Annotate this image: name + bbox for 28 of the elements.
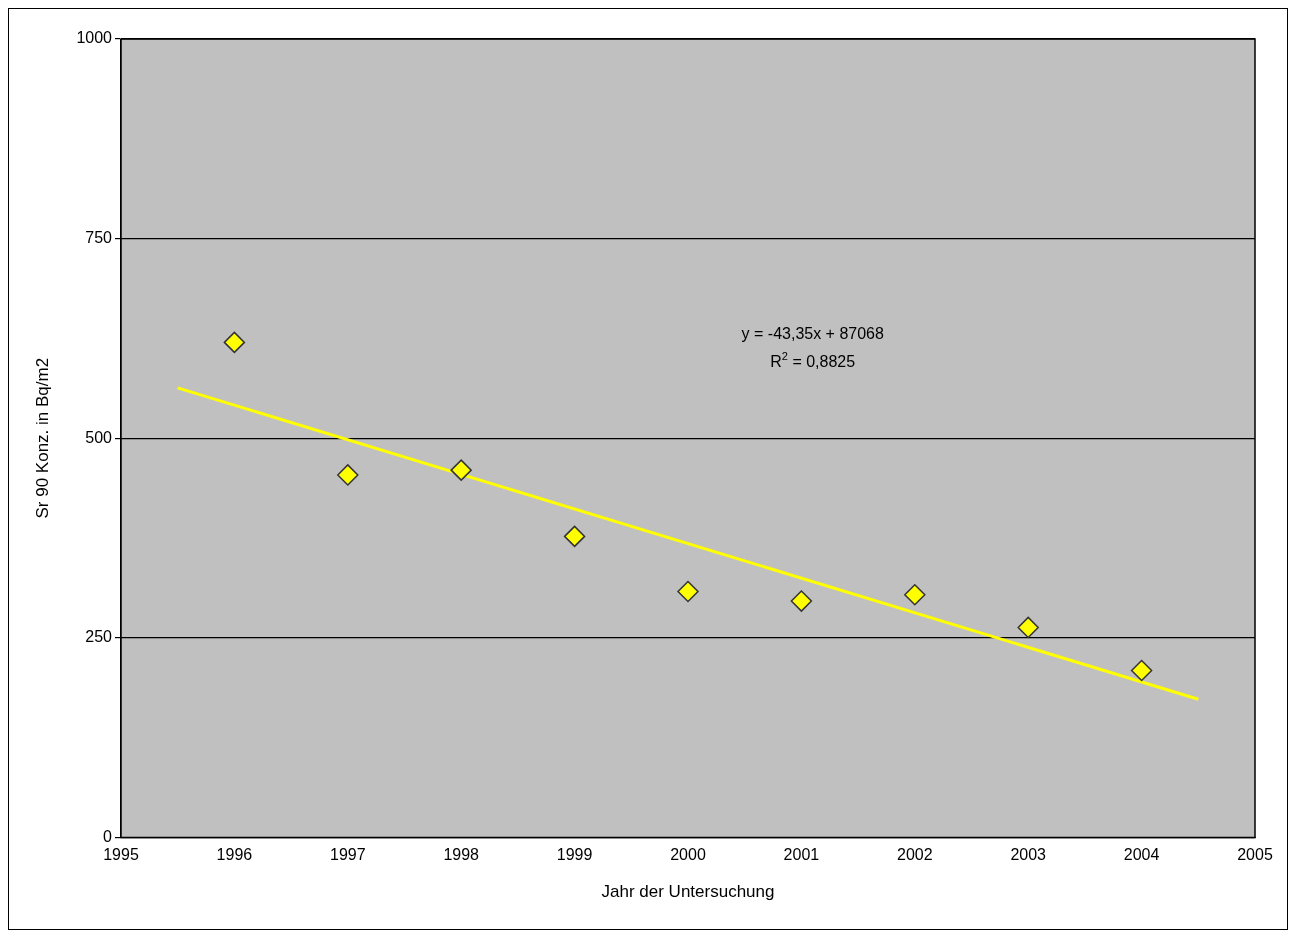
x-tick-label: 2000 — [670, 846, 706, 864]
x-tick-label: 1998 — [443, 846, 480, 864]
x-tick-label: 1996 — [216, 846, 253, 864]
y-tick-label: 500 — [85, 428, 113, 446]
point — [1130, 659, 1153, 682]
point — [563, 525, 586, 548]
point — [1017, 616, 1039, 639]
y-tick-label: 250 — [85, 628, 113, 646]
point — [904, 583, 926, 606]
point — [450, 459, 472, 481]
y-tick-label: 750 — [85, 229, 113, 247]
x-tick-label: 2005 — [1237, 846, 1273, 864]
x-axis-title: Jahr der Untersuchung — [601, 882, 775, 902]
point — [790, 590, 813, 612]
point — [223, 331, 246, 354]
x-tick-label: 1995 — [103, 846, 139, 864]
x-tick-label: 2003 — [1010, 846, 1047, 864]
x-tick-label: 1999 — [556, 846, 593, 864]
point — [337, 464, 359, 486]
x-tick-label: 2001 — [783, 846, 820, 864]
point — [677, 580, 699, 603]
y-tick-label: 1000 — [76, 29, 113, 47]
y-tick-label: 0 — [103, 827, 113, 845]
y-axis-title: Sr 90 Konz. in Bq/m2 — [32, 357, 52, 519]
annotation: y = -43,35x + 87068 — [741, 325, 884, 342]
x-tick-label: 1997 — [330, 846, 366, 864]
x-tick-label: 2004 — [1123, 846, 1160, 864]
x-tick-label: 2002 — [897, 846, 933, 864]
